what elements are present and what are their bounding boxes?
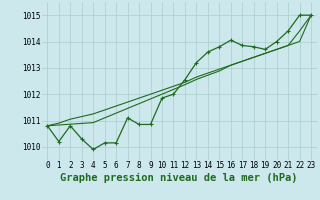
X-axis label: Graphe pression niveau de la mer (hPa): Graphe pression niveau de la mer (hPa)	[60, 173, 298, 183]
